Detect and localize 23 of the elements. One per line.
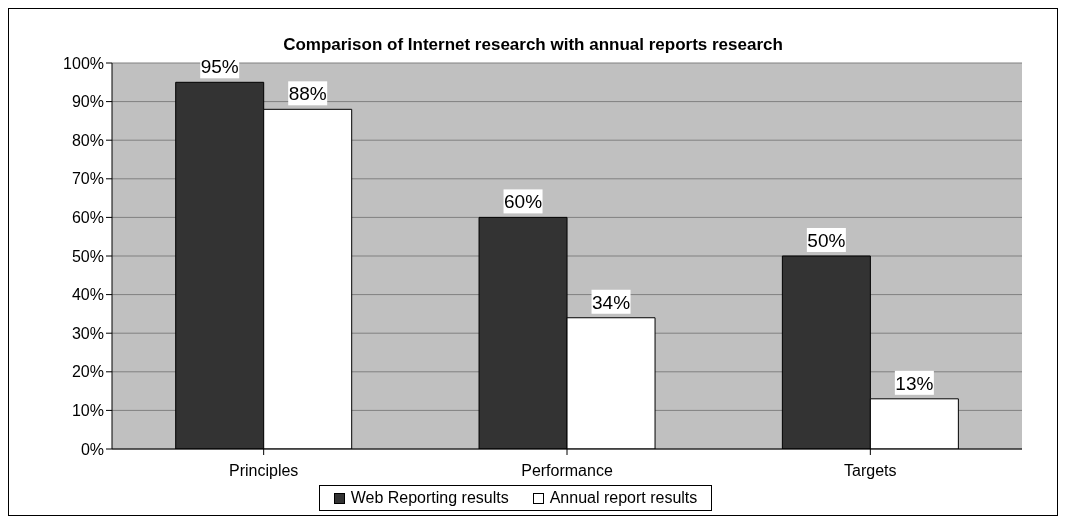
y-tick-label: 90% [71, 93, 104, 111]
legend-label: Web Reporting results [349, 489, 509, 507]
y-tick-label: 80% [71, 131, 104, 149]
data-label: 95% [200, 56, 239, 78]
y-tick-label: 20% [71, 363, 104, 381]
y-tick-label: 70% [71, 170, 104, 188]
data-label: 34% [592, 291, 631, 313]
y-tick-label: 40% [71, 286, 104, 304]
data-label: 88% [288, 83, 327, 105]
data-label: 13% [895, 372, 934, 394]
y-tick-label: 10% [71, 402, 104, 420]
x-tick-label: Targets [844, 462, 897, 480]
x-tick-label: Principles [228, 462, 299, 480]
legend-label: Annual report results [548, 489, 698, 507]
chart-title: Comparison of Internet research with annual reports research [282, 35, 784, 54]
y-tick-label: 100% [63, 54, 104, 72]
x-tick-label: Performance [521, 462, 613, 480]
y-tick-label: 30% [71, 324, 104, 342]
y-tick-label: 0% [80, 440, 104, 458]
data-label: 50% [807, 230, 846, 251]
y-tick-label: 50% [71, 247, 104, 265]
y-tick-label: 60% [71, 209, 104, 227]
data-label: 60% [504, 191, 543, 213]
